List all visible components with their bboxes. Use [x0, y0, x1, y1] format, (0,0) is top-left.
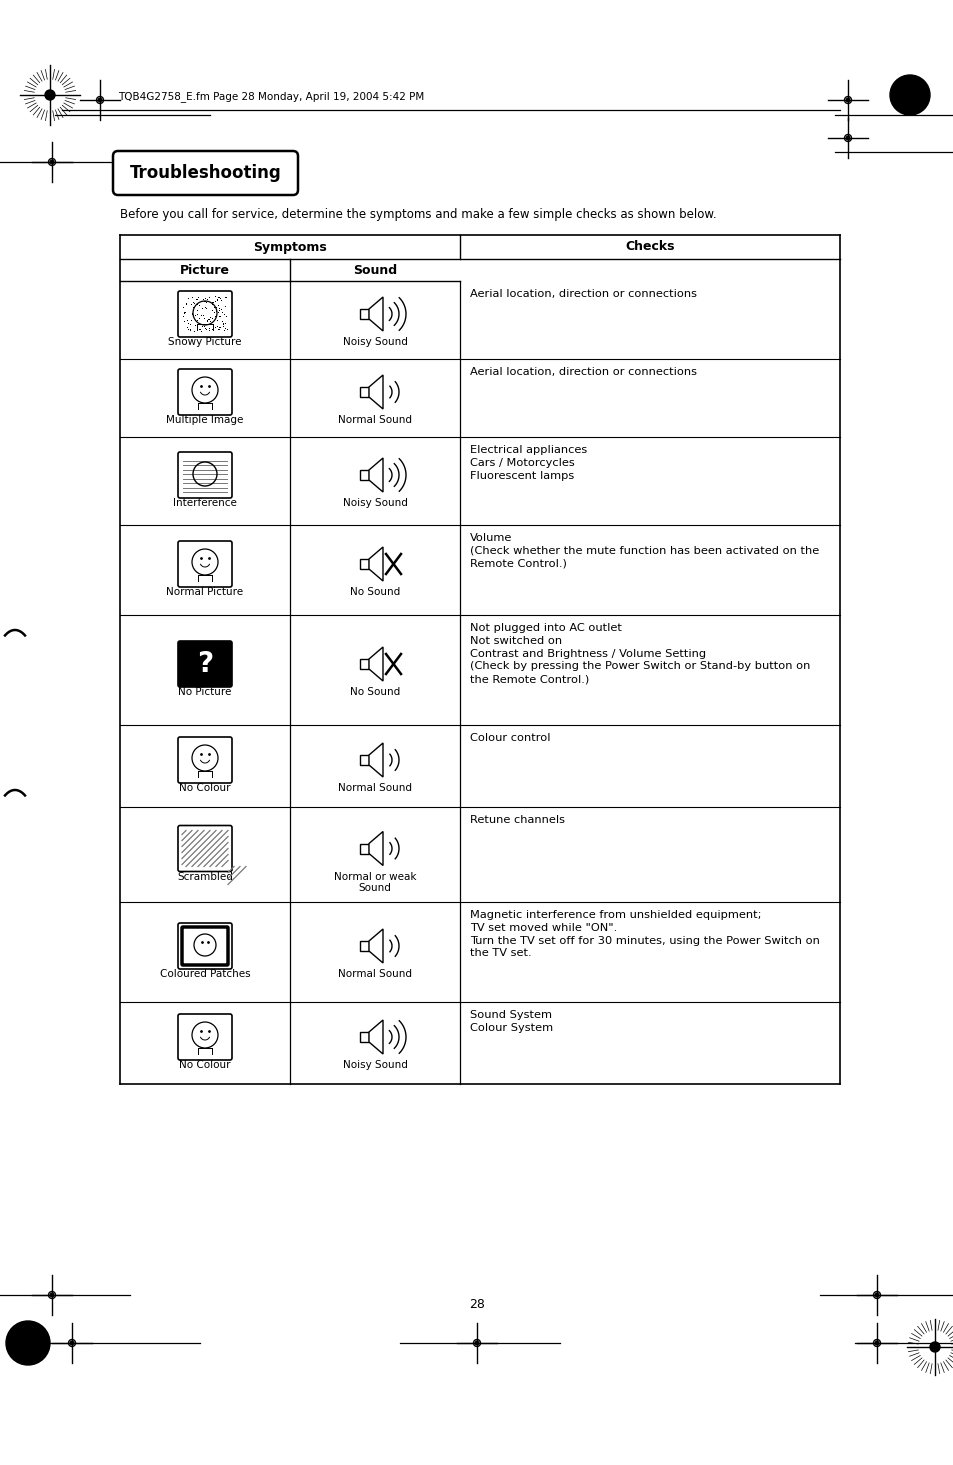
- Circle shape: [45, 89, 55, 100]
- Text: Noisy Sound: Noisy Sound: [342, 337, 407, 347]
- FancyBboxPatch shape: [178, 541, 232, 587]
- Text: Aerial location, direction or connections: Aerial location, direction or connection…: [470, 289, 697, 299]
- Text: Noisy Sound: Noisy Sound: [342, 1061, 407, 1069]
- Text: No Colour: No Colour: [179, 782, 231, 793]
- Text: Colour control: Colour control: [470, 732, 550, 743]
- Polygon shape: [369, 459, 382, 492]
- FancyBboxPatch shape: [178, 642, 232, 687]
- Bar: [359, 941, 369, 951]
- Circle shape: [845, 136, 849, 139]
- Text: Normal Sound: Normal Sound: [337, 968, 412, 979]
- Text: Noisy Sound: Noisy Sound: [342, 498, 407, 508]
- Bar: [359, 309, 369, 319]
- FancyBboxPatch shape: [178, 292, 232, 337]
- Text: No Sound: No Sound: [350, 587, 399, 598]
- Text: No Sound: No Sound: [350, 687, 399, 697]
- Text: Snowy Picture: Snowy Picture: [168, 337, 241, 347]
- Polygon shape: [369, 648, 382, 681]
- Text: Aerial location, direction or connections: Aerial location, direction or connection…: [470, 368, 697, 377]
- Text: TQB4G2758_E.fm Page 28 Monday, April 19, 2004 5:42 PM: TQB4G2758_E.fm Page 28 Monday, April 19,…: [118, 91, 424, 103]
- Circle shape: [98, 98, 102, 101]
- Text: Normal or weak
Sound: Normal or weak Sound: [334, 872, 416, 894]
- FancyBboxPatch shape: [178, 923, 232, 968]
- Circle shape: [929, 1342, 939, 1352]
- Bar: [359, 754, 369, 765]
- Circle shape: [51, 1294, 53, 1297]
- Circle shape: [889, 75, 929, 114]
- Text: Troubleshooting: Troubleshooting: [130, 164, 281, 182]
- Text: Electrical appliances
Cars / Motorcycles
Fluorescent lamps: Electrical appliances Cars / Motorcycles…: [470, 445, 587, 481]
- Bar: [359, 470, 369, 481]
- Text: Sound System
Colour System: Sound System Colour System: [470, 1009, 553, 1033]
- Text: Retune channels: Retune channels: [470, 815, 564, 825]
- Bar: [359, 387, 369, 397]
- Text: Picture: Picture: [180, 264, 230, 277]
- Circle shape: [71, 1340, 73, 1345]
- Text: Coloured Patches: Coloured Patches: [159, 968, 250, 979]
- Polygon shape: [369, 743, 382, 776]
- Text: Symptoms: Symptoms: [253, 240, 327, 253]
- Text: Sound: Sound: [353, 264, 396, 277]
- Polygon shape: [369, 832, 382, 866]
- FancyBboxPatch shape: [178, 825, 232, 872]
- Text: No Colour: No Colour: [179, 1061, 231, 1069]
- Text: ?: ?: [196, 650, 213, 678]
- Text: Scrambled: Scrambled: [177, 872, 233, 882]
- FancyBboxPatch shape: [178, 453, 232, 498]
- Text: Not plugged into AC outlet
Not switched on
Contrast and Brightness / Volume Sett: Not plugged into AC outlet Not switched …: [470, 623, 809, 684]
- Circle shape: [874, 1340, 878, 1345]
- FancyBboxPatch shape: [182, 927, 228, 965]
- Bar: [359, 659, 369, 670]
- Circle shape: [845, 98, 849, 101]
- Text: Magnetic interference from unshielded equipment;
TV set moved while "ON".
Turn t: Magnetic interference from unshielded eq…: [470, 910, 819, 958]
- Text: Volume
(Check whether the mute function has been activated on the
Remote Control: Volume (Check whether the mute function …: [470, 533, 819, 568]
- Text: Interference: Interference: [172, 498, 236, 508]
- Polygon shape: [369, 1020, 382, 1053]
- Circle shape: [475, 1340, 478, 1345]
- Text: Normal Sound: Normal Sound: [337, 415, 412, 425]
- Bar: [359, 1031, 369, 1042]
- Circle shape: [51, 160, 53, 164]
- FancyBboxPatch shape: [178, 1014, 232, 1061]
- Circle shape: [6, 1321, 50, 1365]
- Text: Normal Sound: Normal Sound: [337, 782, 412, 793]
- Polygon shape: [369, 929, 382, 963]
- Text: Multiple Image: Multiple Image: [166, 415, 243, 425]
- Polygon shape: [369, 297, 382, 331]
- Bar: [359, 560, 369, 568]
- Text: Normal Picture: Normal Picture: [166, 587, 243, 598]
- Polygon shape: [369, 546, 382, 582]
- Text: No Picture: No Picture: [178, 687, 232, 697]
- Bar: [359, 844, 369, 854]
- Circle shape: [874, 1294, 878, 1297]
- Text: 28: 28: [469, 1298, 484, 1311]
- Polygon shape: [369, 375, 382, 409]
- Text: Before you call for service, determine the symptoms and make a few simple checks: Before you call for service, determine t…: [120, 208, 716, 221]
- FancyBboxPatch shape: [112, 151, 297, 195]
- FancyBboxPatch shape: [178, 369, 232, 415]
- FancyBboxPatch shape: [178, 737, 232, 782]
- Text: Checks: Checks: [624, 240, 674, 253]
